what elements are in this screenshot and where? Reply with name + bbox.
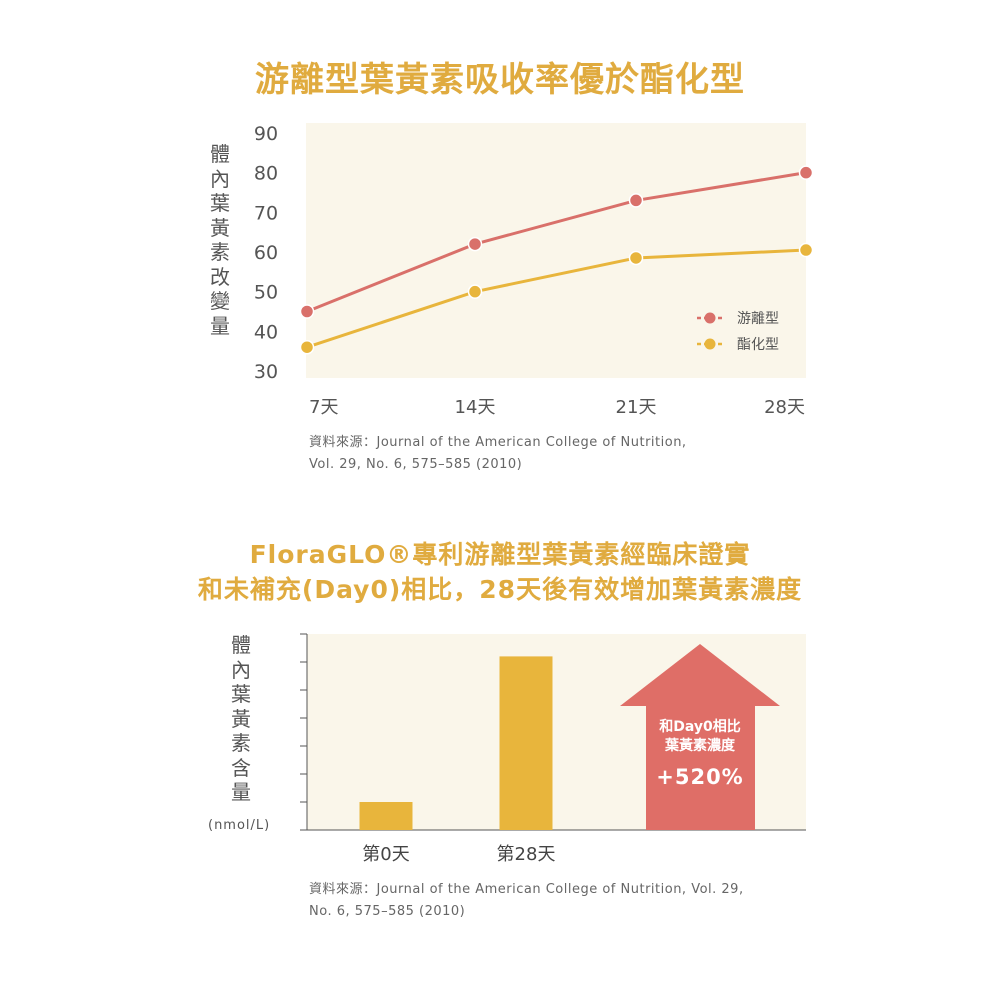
chart2-source-line2: No. 6, 575–585 (2010) [309, 904, 466, 919]
increase-arrow [620, 644, 780, 830]
chart1-source-line2: Vol. 29, No. 6, 575–585 (2010) [309, 457, 523, 472]
arrow-callout-line1: 和Day0相比 [659, 719, 741, 735]
legend-marker [704, 338, 716, 350]
chart2-source: 資料來源：Journal of the American College of … [309, 879, 744, 923]
data-point [798, 242, 814, 258]
arrow-callout-value: +520% [656, 765, 744, 789]
chart2-y-axis-label-char: 含 [231, 755, 251, 780]
chart1-y-axis-label-char: 量 [210, 313, 230, 338]
chart1-y-axis-label-char: 變 [210, 289, 230, 313]
bar [499, 656, 553, 830]
chart2-y-axis-label-char: 體 [231, 633, 251, 657]
chart2-y-axis-label-char: 內 [231, 657, 251, 682]
chart2-title-line2: 和未補充(Day0)相比，28天後有效增加葉黃素濃度 [197, 575, 803, 604]
chart1-y-axis-label-char: 黃 [210, 215, 230, 240]
data-point [299, 339, 315, 355]
data-point [628, 250, 644, 266]
x-tick-label: 第0天 [362, 844, 409, 865]
legend-marker [704, 312, 716, 324]
y-tick-label: 80 [254, 163, 278, 185]
y-tick-label: 50 [254, 282, 278, 304]
chart2-y-axis-label-char: 量 [231, 780, 251, 804]
x-tick-label: 28天 [764, 397, 805, 418]
data-point [467, 236, 483, 252]
chart2-y-axis-label-char: 素 [231, 731, 251, 755]
chart1-source: 資料來源：Journal of the American College of … [309, 432, 687, 476]
chart2-source-line1: 資料來源：Journal of the American College of … [309, 882, 744, 897]
arrow-callout-line2: 葉黃素濃度 [665, 738, 735, 754]
x-tick-label: 14天 [455, 397, 496, 418]
chart2-y-axis-label-char: 葉 [231, 682, 251, 706]
legend-label: 酯化型 [737, 337, 779, 353]
data-point [798, 165, 814, 180]
chart1-y-axis-label: 體內葉黃素改變量 [200, 142, 240, 338]
legend-label: 游離型 [737, 310, 779, 327]
chart2-y-axis-label-char: 黃 [231, 706, 251, 731]
chart1-source-line1: 資料來源：Journal of the American College of … [309, 435, 687, 450]
chart1-y-axis-label-char: 素 [210, 240, 230, 264]
y-tick-label: 40 [254, 321, 278, 343]
y-tick-label: 30 [254, 361, 278, 383]
data-point [628, 193, 644, 208]
chart1-title: 游離型葉黃素吸收率優於酯化型 [255, 60, 745, 100]
bar [359, 802, 413, 830]
y-tick-label: 70 [254, 202, 278, 224]
x-tick-label: 第28天 [497, 844, 556, 865]
chart1-y-axis-label-char: 內 [210, 166, 230, 191]
data-point [467, 284, 483, 299]
chart2-y-axis-label: 體內葉黃素含量 [221, 633, 261, 805]
plot-area [306, 123, 806, 378]
series-line-1 [306, 248, 807, 349]
arrow-callout-text: 和Day0相比 葉黃素濃度 +520% [645, 718, 755, 794]
data-point [299, 304, 315, 319]
bar-chart: 第0天 第28天 [300, 633, 806, 865]
chart1-y-axis-label-char: 改 [210, 264, 230, 289]
y-tick-label: 60 [254, 242, 278, 264]
x-tick-label: 7天 [309, 397, 338, 418]
chart1-y-axis-label-char: 葉 [210, 191, 230, 215]
chart2-title-line1: FloraGLO®專利游離型葉黃素經臨床證實 [249, 540, 751, 569]
y-tick-label: 90 [254, 123, 278, 145]
x-tick-label: 21天 [616, 397, 657, 418]
chart2-y-axis-unit: (nmol/L) [208, 818, 271, 833]
chart1-y-axis-label-char: 體 [210, 142, 230, 166]
series-line-0 [306, 171, 807, 313]
